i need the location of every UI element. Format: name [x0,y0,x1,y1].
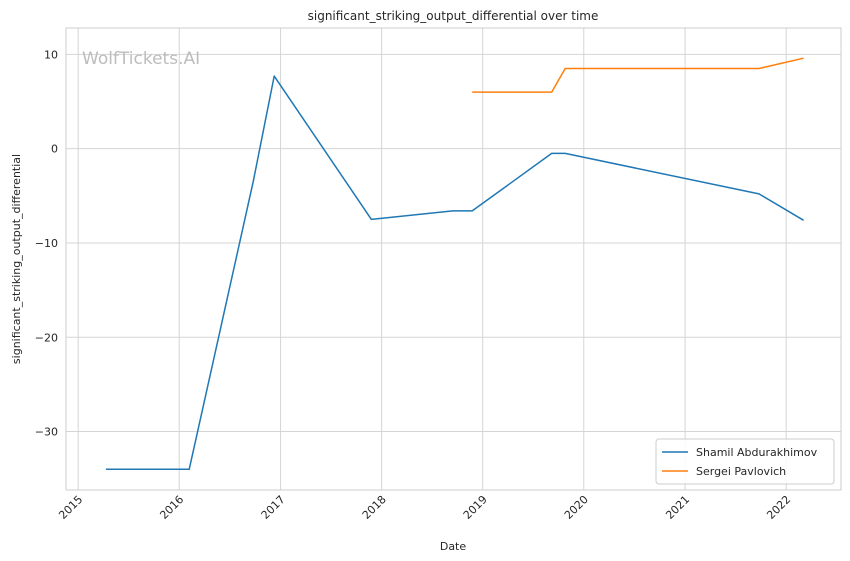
y-tick-labels: 10 0 −10 −20 −30 [35,48,58,438]
y-gridlines [66,53,841,433]
x-tick-label-2022: 2022 [764,493,793,522]
y-tick-label-4: −30 [35,426,58,439]
x-tick-label-2020: 2020 [562,493,591,522]
watermark-text: WolfTickets.AI [82,49,200,69]
x-tick-label-2021: 2021 [663,493,692,522]
x-tick-label-2018: 2018 [360,493,389,522]
y-axis-title: significant_striking_output_differential [10,154,23,364]
x-tick-labels: 2015 2016 2017 2018 2019 2020 2021 2022 [56,493,793,522]
x-tick-label-2017: 2017 [259,493,288,522]
plot-area-frame [65,27,842,491]
legend: Shamil Abdurakhimov Sergei Pavlovich [655,438,835,485]
x-gridlines [77,28,787,490]
legend-box [655,438,835,485]
y-tick-label-2: −10 [35,237,58,250]
series-line-shamil-abdurakhimov [105,75,804,471]
legend-label-shamil-abdurakhimov: Shamil Abdurakhimov [696,446,818,459]
legend-label-sergei-pavlovich: Sergei Pavlovich [696,465,786,478]
series-line-sergei-pavlovich [472,57,804,93]
x-axis-title: Date [440,540,467,553]
x-tick-label-2016: 2016 [157,493,186,522]
y-tick-label-3: −20 [35,331,58,344]
x-tick-label-2015: 2015 [56,493,85,522]
chart-title: significant_striking_output_differential… [308,9,599,23]
y-tick-label-1: 0 [51,143,58,156]
y-tick-label-0: 10 [44,48,58,61]
series-layer [105,57,804,471]
x-tick-label-2019: 2019 [461,493,490,522]
